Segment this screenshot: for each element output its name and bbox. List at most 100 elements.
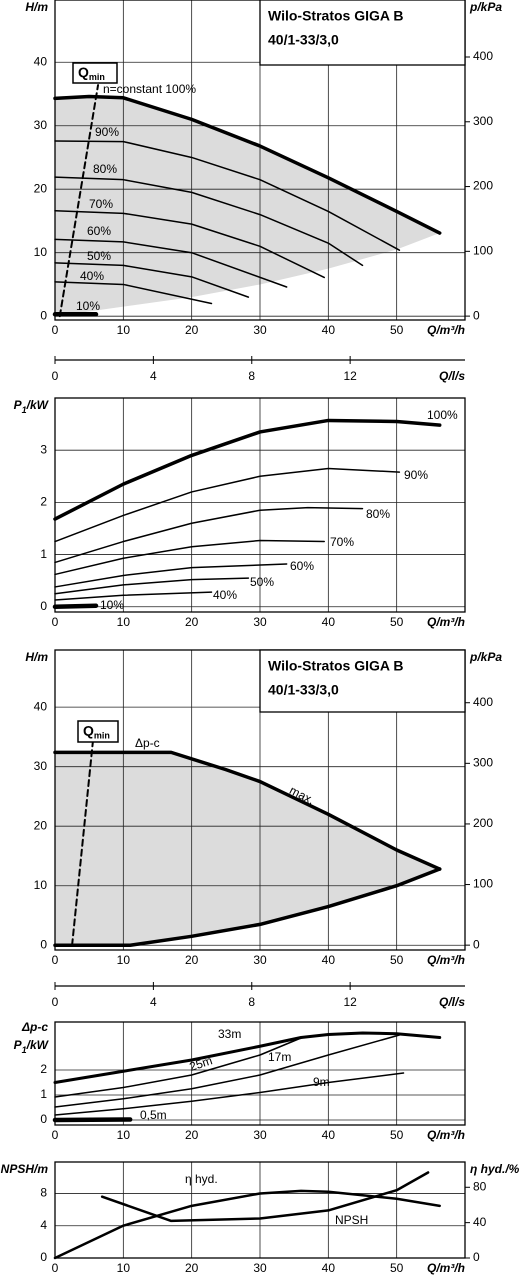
x-axis-label: Q/m³/h [427,953,465,967]
y-tick-label: 30 [34,118,48,132]
qmin-line [71,739,94,947]
curve-label: 10% [100,598,124,612]
qmin-label-part: min [89,72,105,82]
y-axis-label: P1/kW [14,1038,50,1055]
title: 40/1-33/3,0 [268,682,339,698]
x-tick-label: 0 [52,1261,59,1275]
y-tick-label: 1 [40,1087,47,1101]
y-tick-label: 10 [34,878,48,892]
x2-tick-label: 8 [248,995,255,1009]
y-tick-label: 10 [34,245,48,259]
operating-area [55,752,440,946]
curve [100,1171,430,1223]
y-tick-label: 40 [34,54,48,68]
x-tick-label: 0 [52,1128,59,1142]
y-axis-label: H/m [25,0,48,14]
y2-tick-label: 300 [473,114,493,128]
x-tick-label: 50 [390,1128,404,1142]
y2-tick-label: 300 [473,756,493,770]
y-tick-label: 20 [34,818,48,832]
curve-label: n=constant 100% [103,82,196,96]
qmin-label: Qmin [83,722,110,741]
y2-tick-label: 400 [473,49,493,63]
x2-tick-label: 0 [52,995,59,1009]
y2-tick-label: 100 [473,877,493,891]
x-tick-label: 10 [117,1261,131,1275]
y-axis-label-part: /kW [26,1038,50,1052]
y-axis-label-part: /kW [26,398,50,412]
qmin-line [58,84,100,318]
y-tick-label: 4 [40,1218,47,1232]
y2-tick-label: 40 [473,1215,487,1229]
x-axis-label: Q/m³/h [427,323,465,337]
curve-label: 33m [218,1027,241,1041]
y-tick-label: 0 [40,308,47,322]
curve-label: 80% [93,162,117,176]
x-tick-label: 20 [185,323,199,337]
x2-tick-label: 8 [248,369,255,383]
curve [54,1037,302,1098]
y-axis-label: H/m [25,650,48,664]
y2-tick-label: 400 [473,695,493,709]
curve [54,281,213,305]
curve-label: NPSH [335,1213,368,1227]
y-axis-label-part: P [14,1038,23,1052]
y2-tick-label: 0 [473,308,480,322]
x-tick-label: 30 [253,615,267,629]
curve-label: 50% [87,249,111,263]
x-tick-label: 10 [117,323,131,337]
curve [52,1117,133,1123]
x-tick-label: 0 [52,953,59,967]
qmin-label-part: Q [78,64,89,80]
curve [54,262,250,298]
curve [53,94,442,235]
y-axis-label-part: 1 [22,405,27,415]
curve-label: 90% [95,125,119,139]
x-axis-label: Q/m³/h [427,1261,465,1275]
x-tick-label: 40 [322,1128,336,1142]
curve-label: 60% [290,559,314,573]
x2-tick-label: 0 [52,369,59,383]
x2-tick-label: 4 [150,369,157,383]
x-tick-label: 30 [253,323,267,337]
x-tick-label: 40 [322,953,336,967]
y-axis-note: Δp-c [21,1020,48,1034]
y-axis-label: NPSH/m [1,1162,49,1176]
x-tick-label: 20 [185,953,199,967]
curve-label: 100% [427,408,458,422]
x2-tick-label: 12 [343,369,357,383]
curve [54,1072,405,1116]
x-tick-label: 10 [117,615,131,629]
y-tick-label: 0 [40,937,47,951]
x-tick-label: 20 [185,615,199,629]
curve-label: 80% [366,507,390,521]
x-tick-label: 10 [117,1128,131,1142]
y-tick-label: 8 [40,1186,47,1200]
x-tick-label: 40 [322,323,336,337]
curve-label: 40% [213,588,237,602]
y-tick-label: 2 [40,495,47,509]
curve-label: 9m [313,1075,330,1089]
annotation: Δp-c [135,736,160,750]
x-tick-label: 40 [322,1261,336,1275]
title: Wilo-Stratos GIGA B [268,8,403,24]
curve [54,1034,401,1108]
plot-frame [54,1021,466,1126]
y-tick-label: 30 [34,759,48,773]
x-tick-label: 50 [390,1261,404,1275]
y2-axis-label: p/kPa [469,650,502,664]
y-tick-label: 0 [40,1112,47,1126]
x2-tick-label: 12 [343,995,357,1009]
curve [52,603,99,610]
curve [54,176,364,267]
curve [54,210,325,279]
x-axis-label: Q/m³/h [427,1128,465,1142]
curve-label: 0,5m [140,1108,167,1122]
curve [54,539,325,576]
curve [53,1189,441,1260]
curve [54,577,250,595]
y2-tick-label: 80 [473,1179,487,1193]
title: 40/1-33/3,0 [268,32,339,48]
curve [54,140,401,251]
